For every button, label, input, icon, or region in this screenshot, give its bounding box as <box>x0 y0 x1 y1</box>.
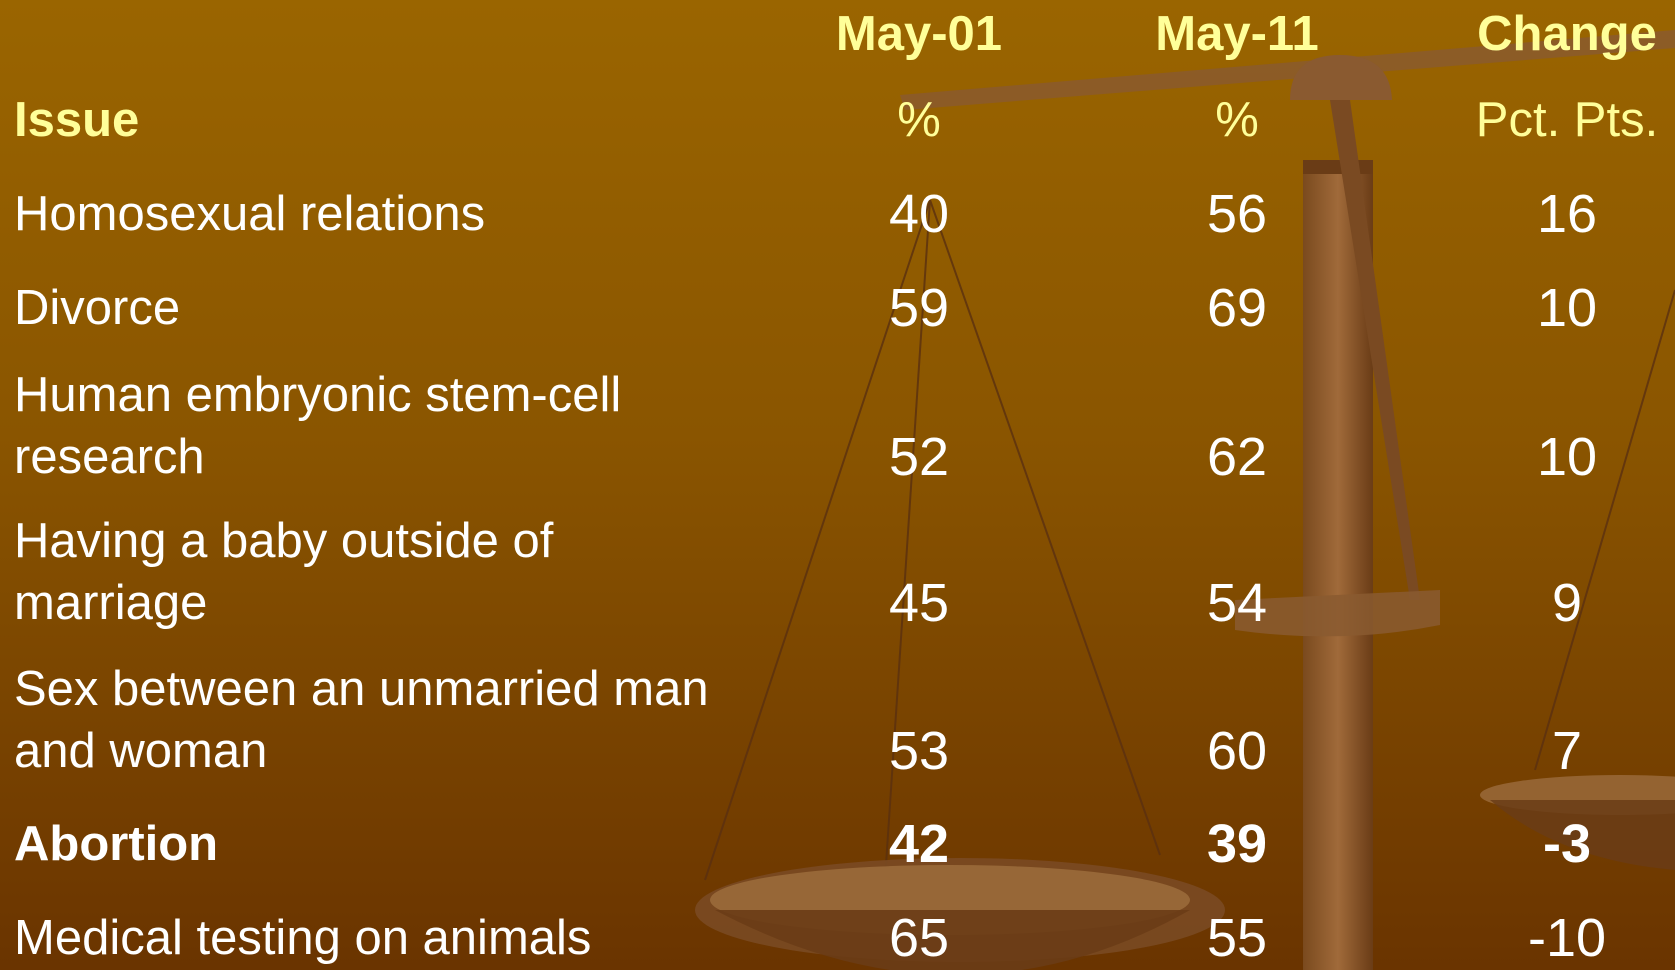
value-cell: -10 <box>1417 907 1675 969</box>
value-cell: 53 <box>769 720 1069 782</box>
table-row: Homosexual relations 40 56 16 <box>0 183 1675 245</box>
column-header: May-01 <box>769 3 1069 65</box>
value-cell: 59 <box>769 277 1069 339</box>
issue-label: Divorce <box>14 277 714 339</box>
value-cell: 9 <box>1417 572 1675 634</box>
column-header: Change <box>1417 3 1675 65</box>
value-cell: 10 <box>1417 426 1675 488</box>
unit-header: % <box>1087 89 1387 151</box>
value-cell: 55 <box>1087 907 1387 969</box>
column-header: May-11 <box>1087 3 1387 65</box>
value-cell: 52 <box>769 426 1069 488</box>
header-row: Issue%% Pct. Pts. <box>0 89 1675 151</box>
table-row: Medical testing on animals 65 55 -10 <box>0 907 1675 969</box>
issue-label: Sex between an unmarried man and woman <box>14 658 714 782</box>
table-row: Divorce 59 69 10 <box>0 277 1675 339</box>
unit-header: % <box>769 89 1069 151</box>
value-cell: 39 <box>1087 813 1387 875</box>
issue-label: Having a baby outside of marriage <box>14 510 714 634</box>
value-cell: 60 <box>1087 720 1387 782</box>
value-cell: 42 <box>769 813 1069 875</box>
issue-label: Human embryonic stem-cell research <box>14 364 714 488</box>
issue-label: Abortion <box>14 813 714 875</box>
value-cell: 56 <box>1087 183 1387 245</box>
unit-header: Pct. Pts. <box>1417 89 1675 151</box>
value-cell: 54 <box>1087 572 1387 634</box>
value-cell: 40 <box>769 183 1069 245</box>
value-cell: 69 <box>1087 277 1387 339</box>
value-cell: -3 <box>1417 813 1675 875</box>
table-row: Having a baby outside of marriage 45 54 9 <box>0 510 1675 634</box>
value-cell: 7 <box>1417 720 1675 782</box>
table-row: Abortion 42 39 -3 <box>0 813 1675 875</box>
value-cell: 62 <box>1087 426 1387 488</box>
table-row: Human embryonic stem-cell research 52 62 10 <box>0 364 1675 488</box>
slide: May-01 May-11 Change Issue%% Pct. Pts. Homose… <box>0 0 1675 970</box>
issue-header: Issue <box>14 89 714 151</box>
issue-label: Medical testing on animals <box>14 907 714 969</box>
table-row: Sex between an unmarried man and woman 53… <box>0 658 1675 782</box>
issue-label: Homosexual relations <box>14 183 714 245</box>
value-cell: 45 <box>769 572 1069 634</box>
value-cell: 65 <box>769 907 1069 969</box>
value-cell: 16 <box>1417 183 1675 245</box>
value-cell: 10 <box>1417 277 1675 339</box>
